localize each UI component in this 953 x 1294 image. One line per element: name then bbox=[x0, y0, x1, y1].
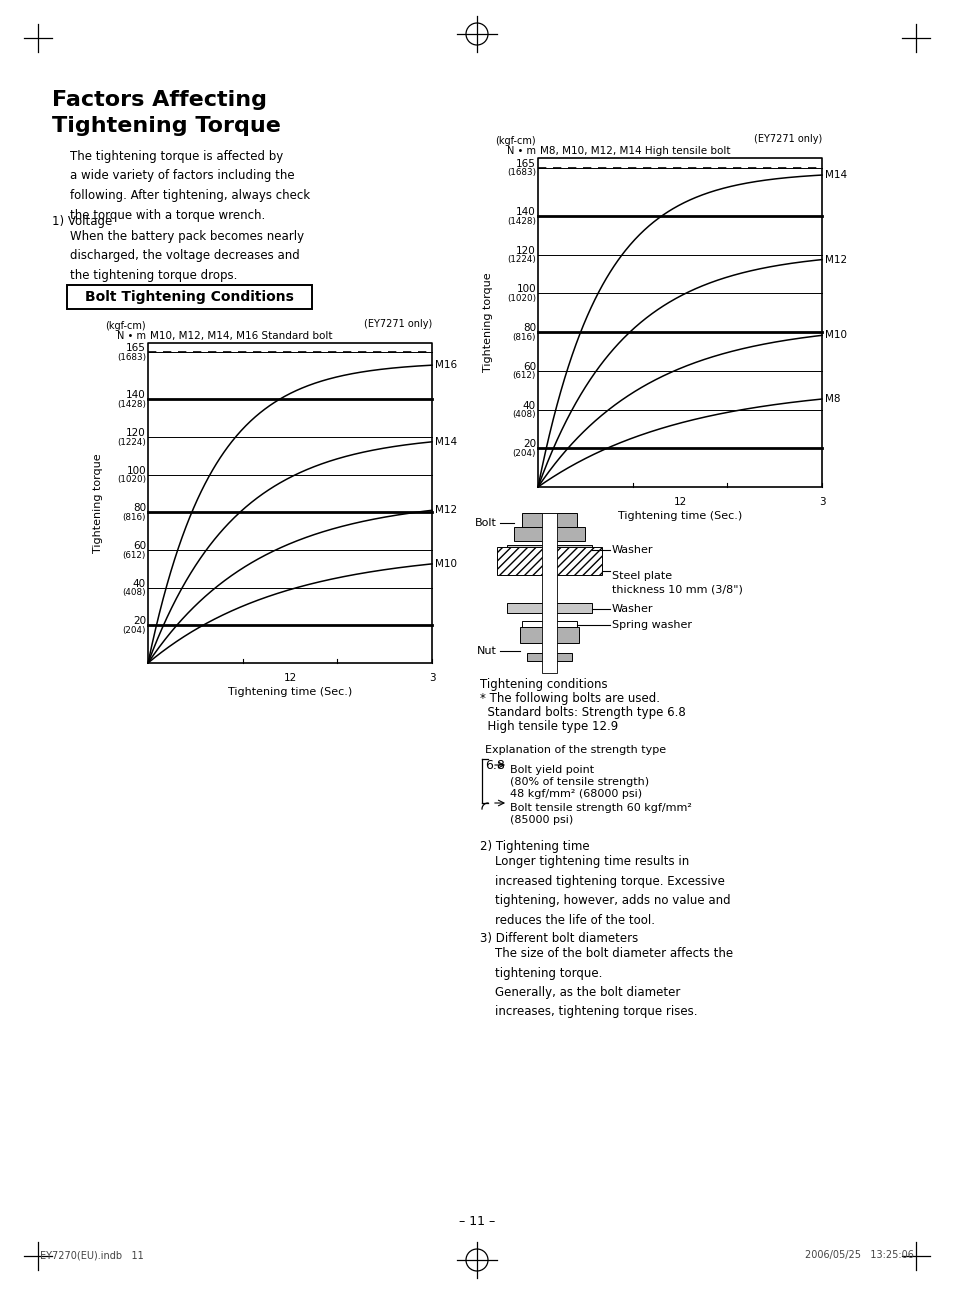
Text: 120: 120 bbox=[516, 246, 536, 256]
Text: M10: M10 bbox=[435, 559, 456, 569]
Bar bbox=[514, 527, 584, 541]
Text: M10, M12, M14, M16 Standard bolt: M10, M12, M14, M16 Standard bolt bbox=[150, 331, 333, 342]
Text: Bolt yield point: Bolt yield point bbox=[510, 765, 594, 775]
Text: (kgf-cm): (kgf-cm) bbox=[495, 136, 536, 146]
Text: (408): (408) bbox=[122, 589, 146, 598]
Text: (408): (408) bbox=[512, 410, 536, 419]
Bar bbox=[519, 628, 578, 643]
Text: (kgf-cm): (kgf-cm) bbox=[105, 321, 146, 331]
Text: (1020): (1020) bbox=[117, 475, 146, 484]
Text: – 11 –: – 11 – bbox=[458, 1215, 495, 1228]
Text: Spring washer: Spring washer bbox=[612, 620, 691, 630]
Text: M12: M12 bbox=[435, 505, 456, 515]
Text: Nut: Nut bbox=[476, 646, 497, 656]
Bar bbox=[497, 547, 601, 575]
Bar bbox=[67, 285, 312, 309]
Text: (204): (204) bbox=[122, 626, 146, 635]
Text: (EY7271 only): (EY7271 only) bbox=[363, 320, 432, 329]
Text: Tightening torque: Tightening torque bbox=[482, 273, 493, 373]
Text: (EY7271 only): (EY7271 only) bbox=[753, 135, 821, 144]
Text: Tightening time (Sec.): Tightening time (Sec.) bbox=[228, 687, 352, 697]
Text: 140: 140 bbox=[126, 391, 146, 400]
Text: 80: 80 bbox=[132, 503, 146, 514]
Text: 60: 60 bbox=[132, 541, 146, 551]
Text: When the battery pack becomes nearly
discharged, the voltage decreases and
the t: When the battery pack becomes nearly dis… bbox=[70, 230, 304, 282]
Text: (612): (612) bbox=[512, 371, 536, 380]
Text: 40: 40 bbox=[132, 578, 146, 589]
Text: M8, M10, M12, M14 High tensile bolt: M8, M10, M12, M14 High tensile bolt bbox=[539, 146, 730, 157]
Text: (1224): (1224) bbox=[117, 437, 146, 446]
Text: 60: 60 bbox=[522, 362, 536, 371]
Text: 165: 165 bbox=[516, 159, 536, 168]
Text: Bolt: Bolt bbox=[475, 518, 497, 528]
Text: The size of the bolt diameter affects the
tightening torque.
Generally, as the b: The size of the bolt diameter affects th… bbox=[495, 947, 732, 1018]
Text: The tightening torque is affected by
a wide variety of factors including the
fol: The tightening torque is affected by a w… bbox=[70, 150, 310, 221]
Text: Longer tightening time results in
increased tightening torque. Excessive
tighten: Longer tightening time results in increa… bbox=[495, 855, 730, 927]
Text: 20: 20 bbox=[132, 616, 146, 626]
Text: 20: 20 bbox=[522, 439, 536, 449]
Text: (1683): (1683) bbox=[506, 168, 536, 177]
Text: 12: 12 bbox=[283, 673, 296, 683]
Text: High tensile type 12.9: High tensile type 12.9 bbox=[479, 719, 618, 732]
Text: M16: M16 bbox=[435, 360, 456, 370]
Text: 48 kgf/mm² (68000 psi): 48 kgf/mm² (68000 psi) bbox=[510, 789, 641, 798]
Text: M14: M14 bbox=[824, 170, 846, 180]
Bar bbox=[506, 545, 592, 555]
Text: M10: M10 bbox=[824, 330, 846, 340]
Text: Tightening conditions: Tightening conditions bbox=[479, 678, 607, 691]
Text: Washer: Washer bbox=[612, 545, 653, 555]
Text: EY7270(EU).indb   11: EY7270(EU).indb 11 bbox=[40, 1250, 144, 1260]
Text: N • m: N • m bbox=[117, 331, 146, 342]
Text: 2) Tightening time: 2) Tightening time bbox=[479, 840, 589, 853]
Text: Tightening Torque: Tightening Torque bbox=[52, 116, 280, 136]
Bar bbox=[526, 653, 572, 661]
Text: 100: 100 bbox=[516, 285, 536, 295]
Text: (1428): (1428) bbox=[506, 216, 536, 225]
Text: Tightening time (Sec.): Tightening time (Sec.) bbox=[618, 511, 741, 521]
Text: (85000 psi): (85000 psi) bbox=[510, 815, 573, 826]
Text: M8: M8 bbox=[824, 393, 840, 404]
Text: 40: 40 bbox=[522, 401, 536, 410]
Text: Explanation of the strength type: Explanation of the strength type bbox=[484, 745, 665, 754]
Text: (1020): (1020) bbox=[506, 294, 536, 303]
Text: (1428): (1428) bbox=[117, 400, 146, 409]
Text: 100: 100 bbox=[126, 466, 146, 476]
Text: 3: 3 bbox=[818, 497, 824, 507]
Text: M14: M14 bbox=[435, 437, 456, 446]
Text: (816): (816) bbox=[512, 333, 536, 342]
Text: (204): (204) bbox=[512, 449, 536, 458]
Text: (816): (816) bbox=[122, 512, 146, 521]
Text: (1683): (1683) bbox=[117, 353, 146, 362]
Text: (612): (612) bbox=[123, 550, 146, 559]
Text: 2006/05/25   13:25:06: 2006/05/25 13:25:06 bbox=[804, 1250, 913, 1260]
Text: 6.8: 6.8 bbox=[484, 760, 504, 773]
Text: 80: 80 bbox=[522, 324, 536, 333]
Text: (80% of tensile strength): (80% of tensile strength) bbox=[510, 776, 648, 787]
Text: Standard bolts: Strength type 6.8: Standard bolts: Strength type 6.8 bbox=[479, 707, 685, 719]
Text: (1224): (1224) bbox=[507, 255, 536, 264]
Text: * The following bolts are used.: * The following bolts are used. bbox=[479, 692, 659, 705]
Text: 165: 165 bbox=[126, 343, 146, 353]
Text: Washer: Washer bbox=[612, 604, 653, 613]
Text: Bolt Tightening Conditions: Bolt Tightening Conditions bbox=[85, 290, 294, 304]
Bar bbox=[506, 603, 592, 613]
Text: 140: 140 bbox=[516, 207, 536, 217]
Text: Tightening torque: Tightening torque bbox=[92, 453, 103, 553]
Text: 12: 12 bbox=[673, 497, 686, 507]
Text: N • m: N • m bbox=[506, 146, 536, 157]
Text: 3) Different bolt diameters: 3) Different bolt diameters bbox=[479, 932, 638, 945]
Text: 120: 120 bbox=[126, 428, 146, 439]
Text: 1) Voltage: 1) Voltage bbox=[52, 215, 112, 228]
Text: Steel plate
thickness 10 mm (3/8"): Steel plate thickness 10 mm (3/8") bbox=[612, 571, 742, 594]
Text: M12: M12 bbox=[824, 255, 846, 264]
Bar bbox=[521, 512, 577, 527]
Text: Factors Affecting: Factors Affecting bbox=[52, 91, 267, 110]
Text: Bolt tensile strength 60 kgf/mm²: Bolt tensile strength 60 kgf/mm² bbox=[510, 804, 691, 813]
Bar bbox=[541, 512, 557, 673]
Bar bbox=[521, 621, 577, 628]
Text: 3: 3 bbox=[428, 673, 435, 683]
